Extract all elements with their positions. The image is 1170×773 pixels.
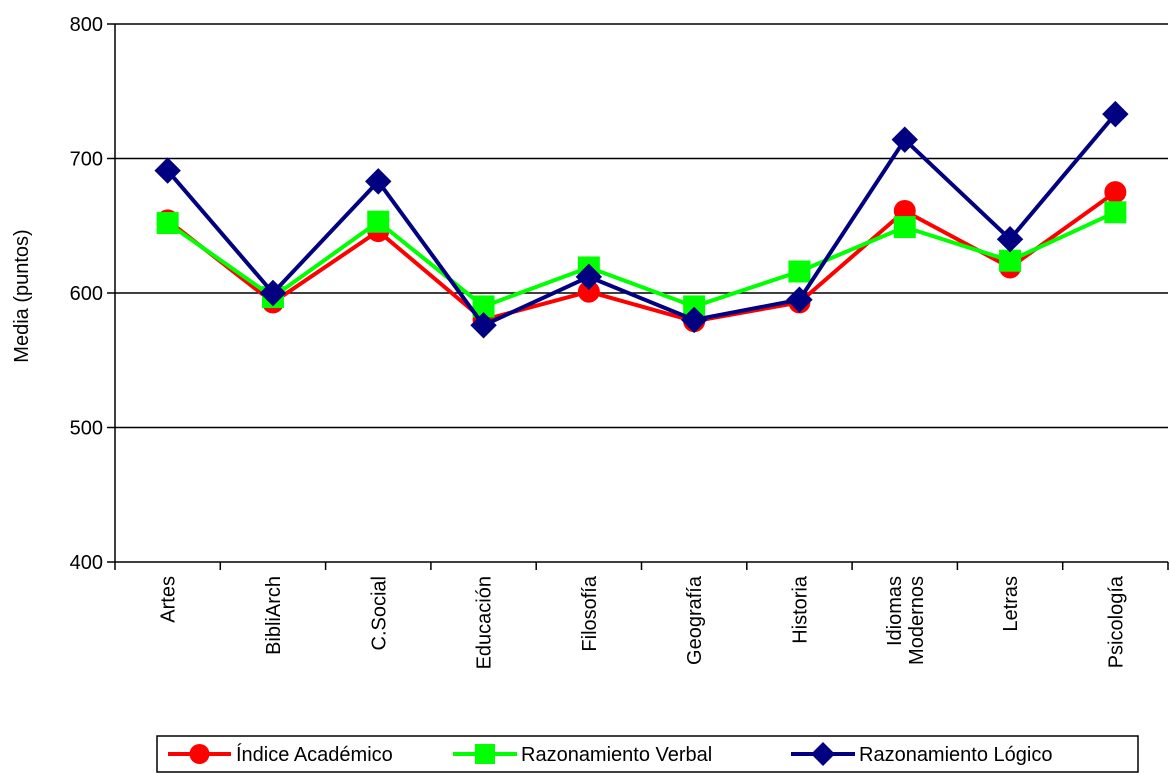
x-tick-label-line: Modernos <box>906 576 928 665</box>
series-line <box>166 210 1117 309</box>
series-line <box>166 190 1117 324</box>
data-point <box>259 279 287 307</box>
y-axis-label: Media (puntos) <box>11 229 33 362</box>
data-point <box>996 226 1024 253</box>
x-tick-label-line: Artes <box>158 576 180 623</box>
data-point <box>999 249 1022 272</box>
x-tick-label: Geografía <box>684 575 706 665</box>
x-tick-label: Letras <box>1000 576 1022 632</box>
axes <box>107 23 1169 570</box>
data-point <box>156 212 179 235</box>
data-point <box>1104 201 1127 224</box>
data-point <box>1104 181 1127 204</box>
x-tick-label: C.Social <box>368 576 390 650</box>
data-point <box>683 295 706 318</box>
data-point <box>786 286 813 313</box>
data-point <box>1102 100 1129 128</box>
data-point <box>470 312 497 339</box>
y-tick-label: 800 <box>70 14 103 36</box>
data-point <box>475 744 495 764</box>
data-point <box>811 742 835 766</box>
gridlines <box>115 23 1168 429</box>
data-point <box>154 157 181 184</box>
legend-entry: Razonamiento Verbal <box>453 744 712 766</box>
data-point <box>367 210 390 233</box>
x-tick-label: Historia <box>789 575 811 644</box>
data-point <box>891 126 918 153</box>
x-tick-label: Artes <box>158 576 180 623</box>
series-group <box>154 100 1129 339</box>
x-tick-label: Psicología <box>1105 575 1127 668</box>
legend-box <box>156 735 1139 773</box>
y-tick-label: 700 <box>70 149 103 171</box>
legend-label: Índice Académico <box>236 743 393 766</box>
y-tick-label: 500 <box>70 418 103 440</box>
x-tick-label-line: Psicología <box>1105 575 1127 668</box>
data-point <box>189 744 210 764</box>
y-tick-label: 400 <box>70 552 103 574</box>
legend-entry: Índice Académico <box>168 743 393 766</box>
x-tick-label: Idiomas Modernos <box>884 576 928 665</box>
legend-label: Razonamiento Lógico <box>859 744 1052 766</box>
series-0 <box>156 181 1127 333</box>
x-tick-label: Filosofía <box>579 575 601 651</box>
x-tick-label-line: BibliArch <box>263 576 285 655</box>
data-point <box>472 295 495 318</box>
y-tick-labels: 400 500 600 700 800 <box>70 14 103 574</box>
x-tick-label-line: Educación <box>474 576 496 669</box>
legend-entry: Razonamiento Lógico <box>791 742 1052 766</box>
data-point <box>893 216 916 239</box>
x-tick-label: BibliArch <box>263 576 285 655</box>
legend-label: Razonamiento Verbal <box>521 744 712 766</box>
data-point <box>680 306 708 334</box>
x-tick-label: Educación <box>474 576 496 669</box>
data-point <box>365 168 392 195</box>
x-tick-labels: Artes BibliArch C.Social Educación Filosofía… <box>158 575 1128 669</box>
data-point <box>788 260 811 283</box>
series-line <box>166 112 1117 328</box>
data-point <box>575 263 603 291</box>
x-tick-label-line: C.Social <box>368 576 390 650</box>
x-tick-label-line: Idiomas <box>884 576 906 646</box>
y-tick-label: 600 <box>70 283 103 305</box>
x-tick-label-line: Geografía <box>684 575 706 665</box>
x-tick-label-line: Letras <box>1000 576 1022 632</box>
legend: Índice Académico Razonamiento Verbal Razon… <box>156 735 1139 773</box>
x-tick-label-line: Historia <box>789 575 811 644</box>
x-tick-label-line: Filosofía <box>579 575 601 651</box>
data-point <box>577 280 600 303</box>
series-2 <box>154 100 1129 339</box>
